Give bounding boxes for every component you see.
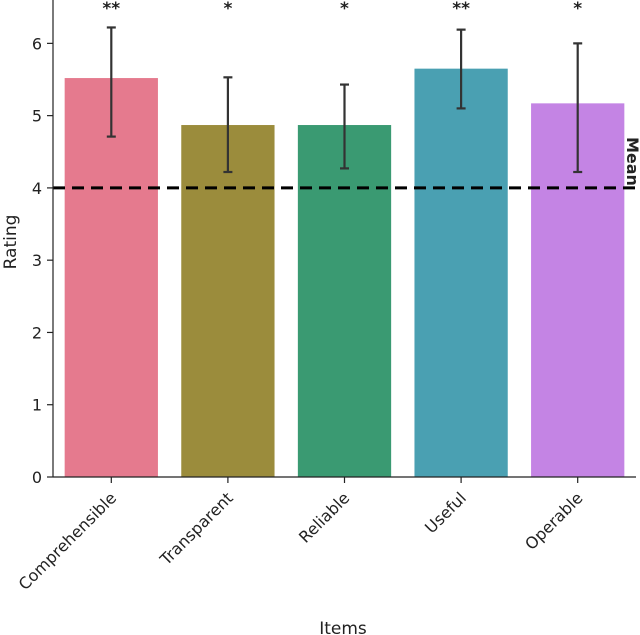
bar-transparent bbox=[181, 125, 275, 478]
y-axis-label: Rating bbox=[1, 215, 21, 270]
significance-label: ** bbox=[102, 0, 120, 19]
significance-label: * bbox=[223, 0, 232, 19]
x-tick-label: Transparent bbox=[156, 488, 237, 569]
x-tick-label: Comprehensible bbox=[15, 488, 120, 593]
bar-comprehensible bbox=[64, 78, 158, 478]
x-tick-label: Reliable bbox=[295, 488, 353, 546]
x-ticks-group: Comprehensible Transparent Reliable Useful O… bbox=[15, 477, 587, 594]
significance-group: ** * * ** * bbox=[102, 0, 582, 19]
bar-reliable bbox=[297, 125, 392, 478]
bar-useful bbox=[414, 68, 508, 477]
y-tick-label: 3 bbox=[32, 251, 42, 270]
y-tick-label: 6 bbox=[32, 34, 42, 53]
y-tick-label: 1 bbox=[32, 396, 42, 415]
x-tick-label: Useful bbox=[421, 488, 470, 537]
error-bars-group bbox=[106, 26, 583, 174]
y-tick-label: 5 bbox=[32, 107, 42, 126]
x-tick-label: Operable bbox=[521, 488, 586, 553]
y-ticks-group: 0 1 2 3 4 5 6 bbox=[32, 34, 53, 487]
y-tick-label: 4 bbox=[32, 179, 42, 198]
y-tick-label: 2 bbox=[32, 323, 42, 342]
mean-line-label: Mean bbox=[623, 137, 640, 186]
x-axis-label: Items bbox=[319, 619, 367, 635]
bars-group bbox=[64, 68, 625, 478]
significance-label: * bbox=[573, 0, 582, 19]
significance-label: ** bbox=[452, 0, 470, 19]
significance-label: * bbox=[340, 0, 349, 19]
y-tick-label: 0 bbox=[32, 468, 42, 487]
